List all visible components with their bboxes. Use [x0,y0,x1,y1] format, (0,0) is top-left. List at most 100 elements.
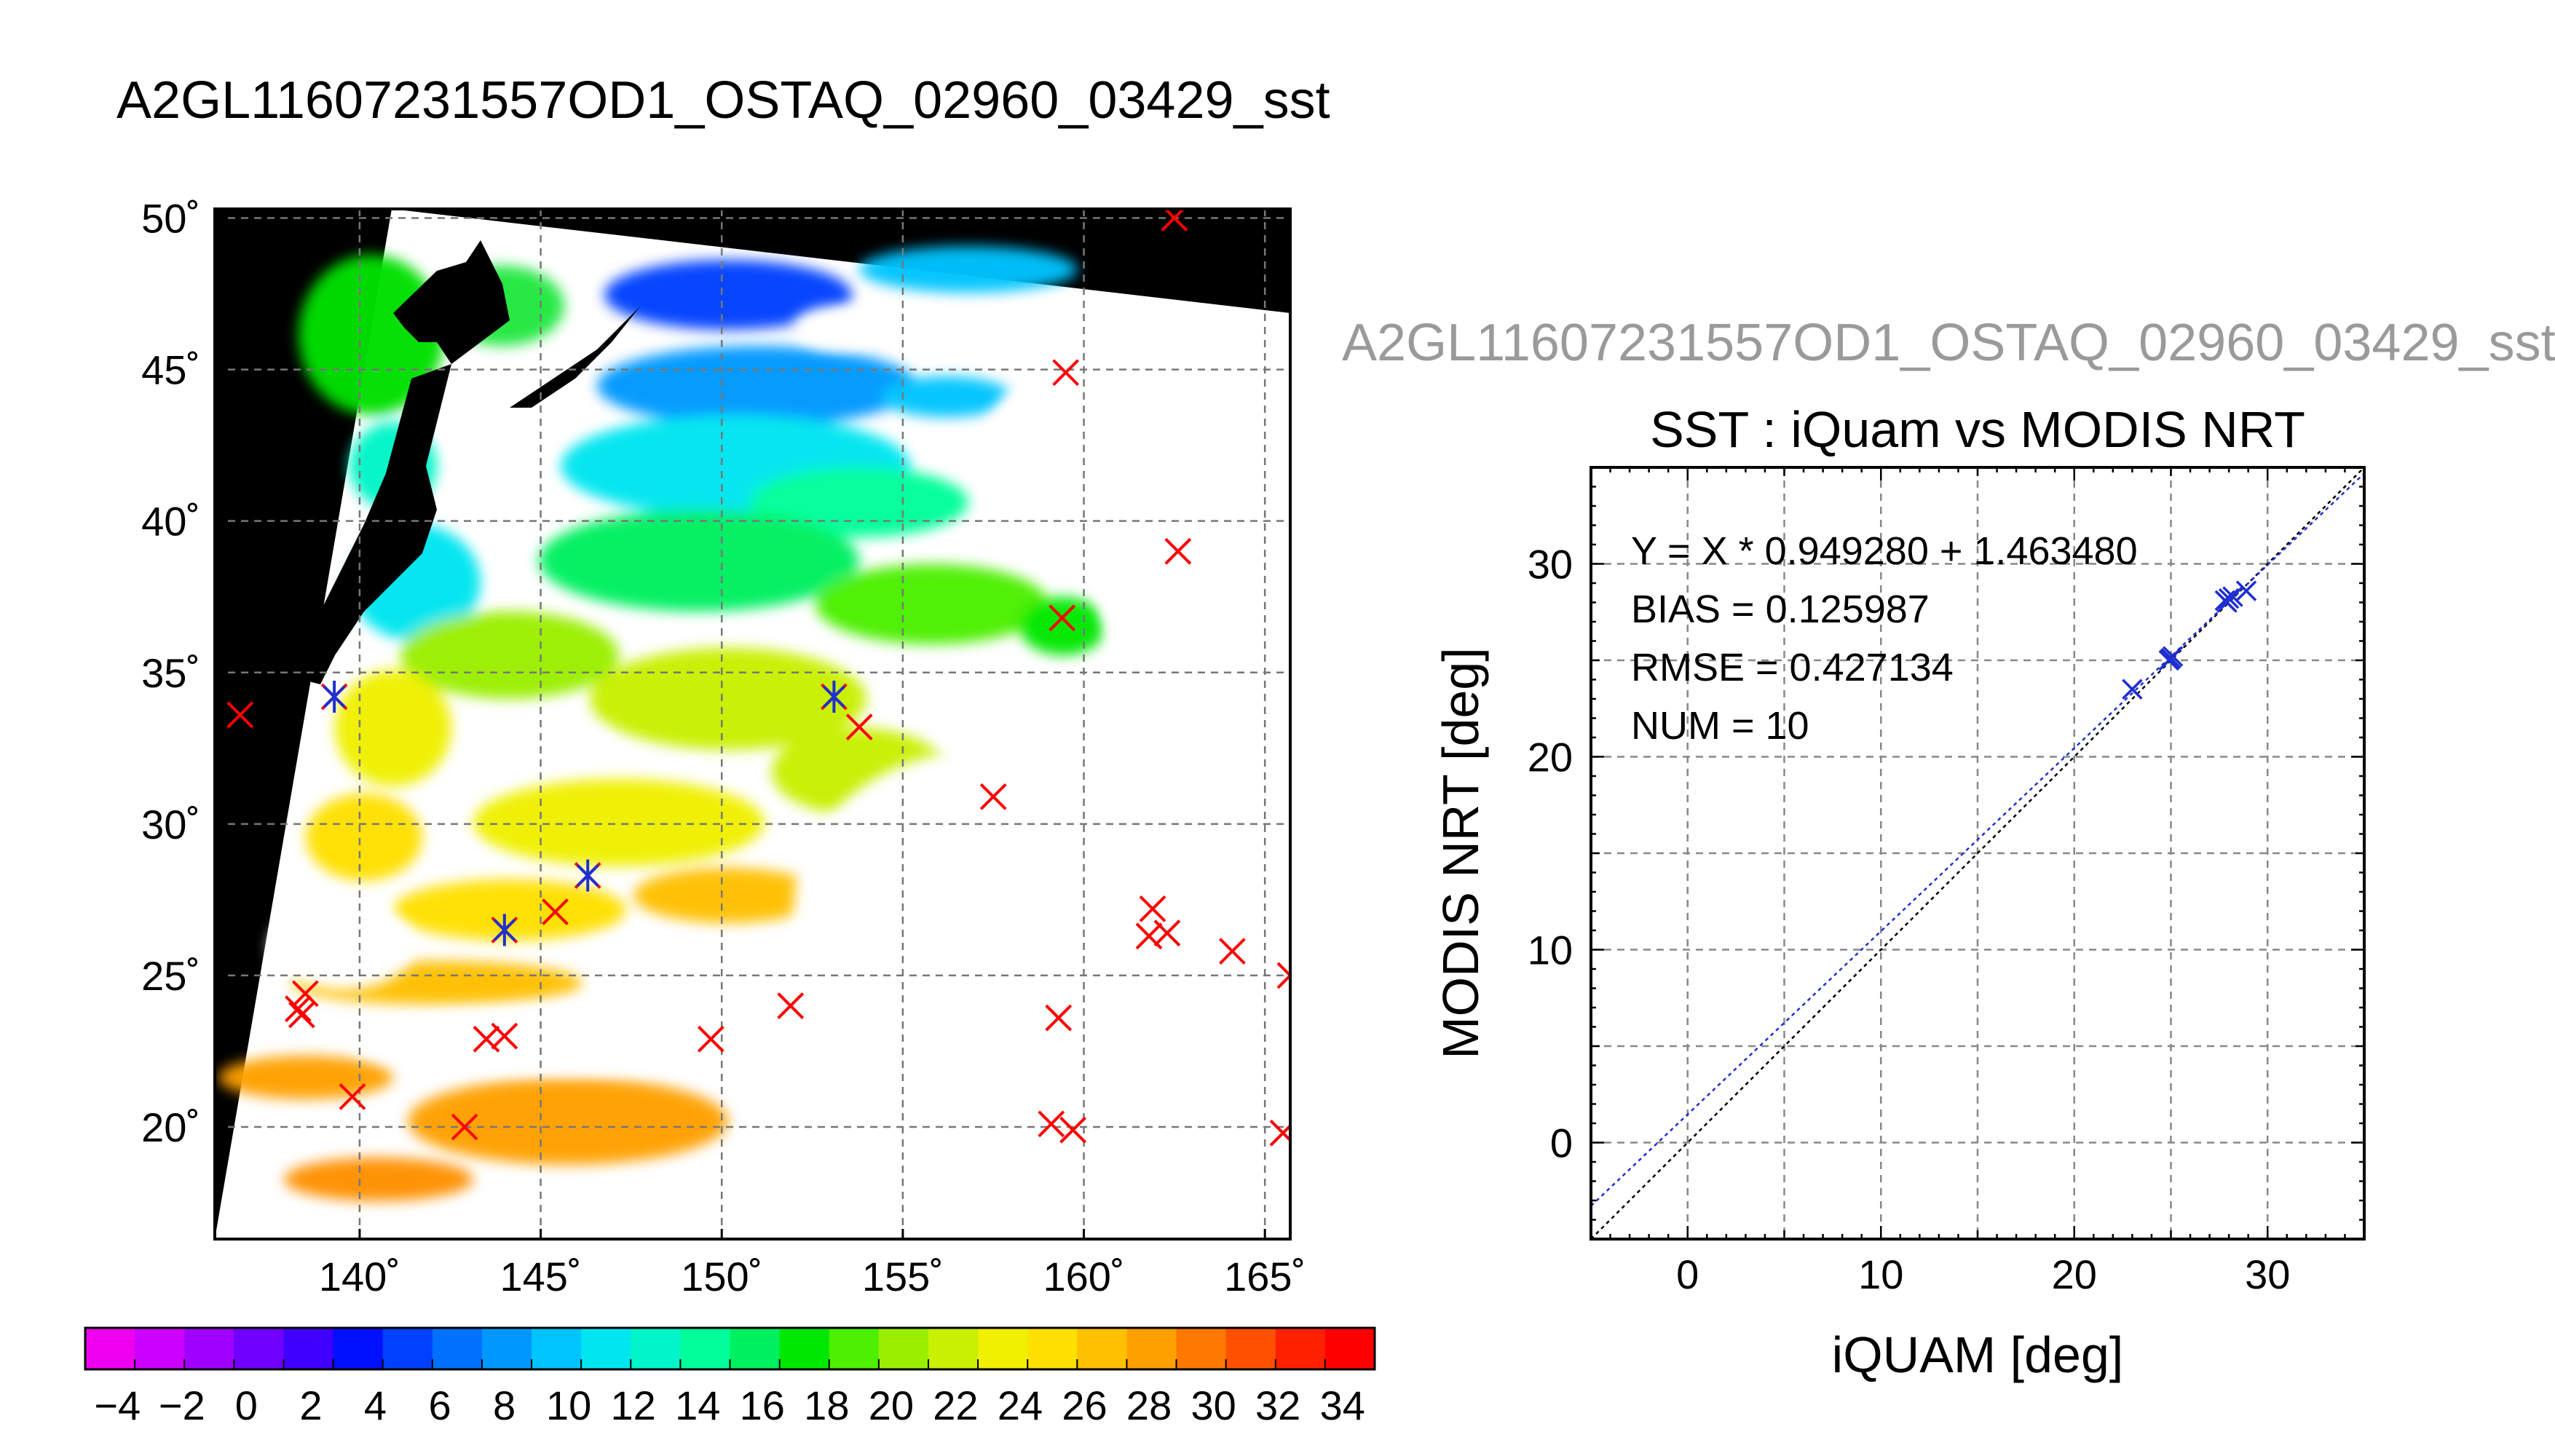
red-matchup-marker-stroke [1045,1004,1073,1032]
sst-blob [750,467,968,537]
red-matchup-marker-stroke [291,980,319,1008]
cloud-patch [794,306,881,349]
colorbar-label: 2 [299,1382,322,1428]
lon-tick-label: 150˚ [681,1254,762,1299]
red-matchup-marker-stroke [288,1001,315,1029]
colorbar-segment [631,1328,681,1369]
blue-matchup-marker-stroke [493,919,516,941]
red-matchup-marker-stroke [1049,604,1076,632]
sst-blob [218,1056,393,1099]
colorbar-segment [1077,1328,1128,1369]
map-grid [215,209,1290,1239]
sst-map [215,209,1290,1239]
stats-num: NUM = 10 [1631,704,1809,748]
y-tick-label: 30 [1528,542,1573,587]
stats-rmse: RMSE = 0.427134 [1631,646,1954,689]
map-frame [213,207,1292,1241]
matchup-markers [226,209,1290,1147]
y-tick-label: 20 [1528,735,1573,780]
colorbar-segment [184,1328,234,1369]
colorbar-label: 16 [740,1382,785,1428]
sst-blob [335,670,451,786]
blue-matchup-marker-stroke [576,864,599,887]
colorbar-segment [333,1328,384,1369]
blue-matchup-marker-stroke [822,685,845,708]
red-matchup-marker-stroke [1164,537,1192,565]
lat-tick-label: 35˚ [141,650,200,696]
red-matchup-marker-stroke [491,1022,518,1050]
x-tick-label: 20 [2052,1251,2097,1297]
colorbar-segment [1176,1328,1227,1369]
sst-blob [473,779,765,866]
colorbar-label: 18 [804,1382,849,1428]
red-matchup-marker-stroke [339,1083,366,1110]
colorbar-label: −4 [94,1382,141,1428]
colorbar-label: 6 [428,1382,451,1428]
red-matchup-marker-stroke [1219,938,1246,965]
scatter-point-stroke [2122,678,2143,700]
sst-blob [284,1158,473,1201]
lon-tick-label: 155˚ [862,1254,944,1299]
cloud-patch [1092,335,1238,713]
red-matchup-marker-stroke [1038,1110,1065,1138]
colorbar-segment [730,1328,781,1369]
scatter-xlabel: iQUAM [deg] [1832,1326,2124,1383]
colorbar-segment [1225,1328,1276,1369]
map-title: A2GL11607231557OD1_OSTAQ_02960_03429_sst [117,71,1330,130]
sst-blob [299,255,444,415]
sst-blob [881,376,1012,417]
colorbar-segment [1126,1328,1177,1369]
sst-blob [408,1077,728,1165]
red-matchup-marker-stroke [1153,919,1181,947]
colorbar-label: 14 [675,1382,720,1428]
lat-tick-label: 45˚ [141,347,200,393]
sst-blob [633,868,823,923]
colorbar-label: 12 [611,1382,656,1428]
colorbar-segment [779,1328,830,1369]
colorbar-label: 34 [1320,1382,1365,1428]
map-axes: 140˚ 145˚ 150˚ 155˚ 160˚ 165˚ 20˚ 25˚ 30˚ 35˚ 40˚ 4… [141,195,1306,1299]
colorbar-segment [135,1328,185,1369]
colorbar-segment [1324,1328,1375,1369]
lon-tick-label: 165˚ [1224,1254,1306,1299]
red-matchup-marker-stroke [542,898,569,925]
red-matchup-marker-stroke [1139,895,1166,922]
sst-blob [816,564,1049,644]
lat-tick-label: 40˚ [141,499,200,545]
sst-blob [604,260,852,330]
scatter-points [2122,580,2257,700]
clouds [269,306,1238,1074]
lon-tick-label: 160˚ [1043,1254,1124,1299]
honshu-land [291,364,451,684]
colorbar-label: 20 [869,1382,914,1428]
red-matchup-marker-stroke [1269,1123,1290,1147]
sst-blob [393,879,626,941]
x-tick-label: 30 [2245,1251,2290,1297]
colorbar-segment [978,1328,1028,1369]
lat-tick-label: 25˚ [141,953,200,999]
red-matchup-marker-stroke [284,995,312,1023]
colorbar-label: −2 [159,1382,205,1428]
red-matchup-marker-stroke [1276,973,1290,989]
colorbar-segment [1275,1328,1326,1369]
colorbar-label: 8 [493,1382,516,1428]
red-matchup-marker-stroke [845,713,873,741]
colorbar-segment [680,1328,731,1369]
scatter-axes: 0 10 20 30 0 10 20 30 [1528,466,2366,1297]
colorbar-label: 10 [546,1382,591,1428]
sst-blob [539,510,859,612]
red-matchup-marker-stroke [1052,359,1080,387]
hokkaido-land [393,240,510,364]
colorbar-segment [928,1328,979,1369]
red-matchup-marker-stroke [1276,962,1290,978]
colorbar-label: 4 [364,1382,387,1428]
colorbar-segment [382,1328,433,1369]
y-tick-label: 10 [1528,927,1573,973]
colorbar-label: 26 [1062,1382,1107,1428]
land-japan [291,240,670,684]
scatter-point-stroke [2235,580,2257,601]
scatter-grid [1591,467,2364,1239]
sst-blob [859,246,1078,293]
y-tick-label: 0 [1550,1120,1573,1166]
